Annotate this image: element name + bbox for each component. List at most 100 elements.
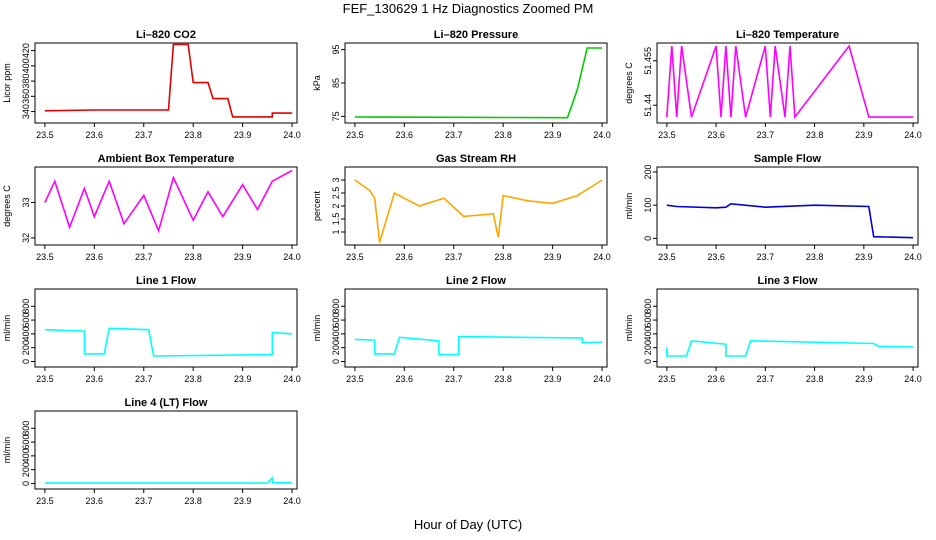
panel-title: Sample Flow [754,153,822,165]
y-axis-label: degrees C [2,185,12,227]
x-tick-label: 23.9 [855,252,873,262]
x-tick-label: 23.7 [445,374,463,384]
y-tick-label: 400 [331,326,341,341]
y-tick-label: 800 [21,421,31,436]
x-tick-label: 23.9 [855,374,873,384]
y-axis-label: ml/min [624,193,634,220]
x-tick-label: 24.0 [904,374,922,384]
x-tick-label: 23.6 [86,252,104,262]
series-line [666,202,914,239]
series-line [44,169,293,234]
x-tick-label: 23.7 [135,130,153,140]
y-axis-label: Licor ppm [2,63,12,103]
x-tick-label: 23.5 [36,496,54,506]
panel-li-820-co2: Li–820 CO2 23.5 23.6 23.7 23.8 23.9 24.0 340360… [2,29,301,140]
series-line [665,339,914,357]
x-tick-label: 23.9 [544,374,562,384]
panel-title: Li–820 CO2 [136,29,196,41]
y-axis-label: ml/min [624,315,634,342]
series-line [354,335,603,356]
panel-title: Gas Stream RH [436,153,516,165]
panel-gas-stream-rh: Gas Stream RH 23.5 23.6 23.7 23.8 23.9 24.0 1 1.… [312,153,611,262]
y-tick-label: 2 [331,203,341,208]
x-tick-label: 23.9 [234,496,252,506]
panel-line-3-flow: Line 3 Flow 23.5 23.6 23.7 23.8 23.9 24.0 0 2004… [624,275,922,384]
y-tick-label: 200 [643,164,653,179]
plot-frame [344,288,608,368]
x-axis-title: Hour of Day (UTC) [413,517,523,532]
x-tick-label: 24.0 [283,374,301,384]
series-line [44,476,293,484]
x-tick-label: 23.6 [707,252,725,262]
y-tick-label: 360 [21,89,31,104]
x-tick-label: 23.6 [396,374,414,384]
y-tick-label: 2.5 [331,187,341,200]
panel-title: Line 2 Flow [446,275,506,287]
x-tick-label: 23.8 [494,252,512,262]
x-tick-label: 23.5 [346,130,364,140]
x-tick-label: 23.5 [658,130,676,140]
x-tick-label: 23.5 [36,130,54,140]
x-tick-label: 23.9 [855,130,873,140]
series-line [666,44,914,120]
y-tick-label: 600 [643,313,653,328]
y-tick-label: 0 [21,359,31,364]
plot-frame [656,42,919,124]
y-tick-label: 200 [643,340,653,355]
x-tick-label: 23.6 [707,374,725,384]
series-line [354,47,603,119]
x-tick-label: 23.6 [86,374,104,384]
y-tick-label: 85 [331,78,341,88]
x-tick-label: 23.5 [36,374,54,384]
y-tick-label: 400 [21,326,31,341]
panel-title: Ambient Box Temperature [98,153,235,165]
x-tick-label: 23.8 [184,374,202,384]
y-tick-label: 0 [643,236,653,241]
y-axis-label: ml/min [312,315,322,342]
x-tick-label: 23.7 [757,374,775,384]
x-tick-label: 23.8 [494,374,512,384]
series-line [44,327,293,357]
y-tick-label: 800 [331,299,341,314]
x-tick-label: 23.5 [658,374,676,384]
x-tick-label: 24.0 [904,252,922,262]
x-tick-label: 23.8 [184,130,202,140]
x-tick-label: 24.0 [283,252,301,262]
x-tick-label: 23.5 [346,374,364,384]
x-tick-label: 23.9 [544,130,562,140]
y-tick-label: 1 [331,229,341,234]
y-tick-label: 0 [331,359,341,364]
plot-frame [656,166,919,246]
y-axis-label: ml/min [2,315,12,342]
y-tick-label: 400 [21,58,31,73]
x-tick-label: 23.8 [184,252,202,262]
panel-title: Li–820 Pressure [434,29,518,41]
x-tick-label: 23.7 [757,130,775,140]
plot-frame [34,410,298,490]
y-tick-label: 800 [21,299,31,314]
x-tick-label: 24.0 [283,496,301,506]
plot-frame [34,166,298,246]
panel-sample-flow: Sample Flow 23.5 23.6 23.7 23.8 23.9 24.0 0 100 2… [624,153,922,262]
x-tick-label: 23.7 [757,252,775,262]
y-tick-label: 51.44 [643,94,653,117]
x-tick-label: 23.9 [234,374,252,384]
x-tick-label: 23.9 [234,130,252,140]
series-line [354,179,603,243]
x-tick-label: 23.8 [806,374,824,384]
panel-title: Line 1 Flow [136,275,196,287]
panel-title: Line 3 Flow [758,275,818,287]
series-line [44,43,293,118]
x-tick-label: 24.0 [593,374,611,384]
panel-li-820-pressure: Li–820 Pressure 23.5 23.6 23.7 23.8 23.9 24.0 7… [312,29,611,140]
y-tick-label: 200 [21,462,31,477]
x-tick-label: 23.8 [806,252,824,262]
y-tick-label: 3 [331,177,341,182]
y-tick-label: 32 [21,233,31,243]
x-tick-label: 23.6 [86,130,104,140]
x-tick-label: 23.8 [184,496,202,506]
y-tick-label: 800 [643,299,653,314]
panel-li-820-temperature: Li–820 Temperature 23.5 23.6 23.7 23.8 23.9 24… [624,29,922,140]
panel-ambient-box-temperature: Ambient Box Temperature 23.5 23.6 23.7 23.8 2… [2,153,301,262]
